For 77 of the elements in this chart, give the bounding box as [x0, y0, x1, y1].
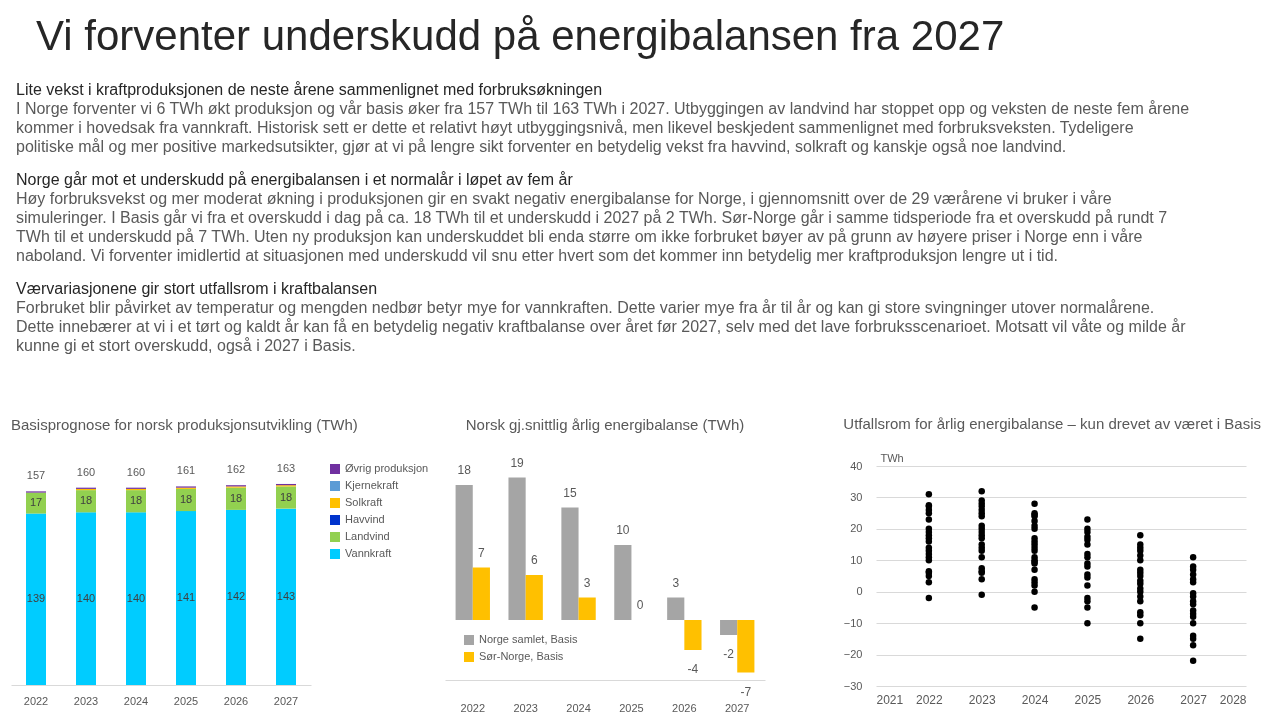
total-label: 162	[226, 463, 246, 476]
x-tick-label: 2027	[273, 694, 299, 707]
x-tick-label: 2027	[1180, 692, 1208, 707]
total-label: 163	[276, 461, 296, 474]
x-tick-label: 2026	[1127, 692, 1155, 707]
data-label: 17	[29, 496, 43, 509]
x-tick-label: 2023	[73, 694, 99, 707]
legend-label: Sør-Norge, Basis	[479, 650, 564, 662]
legend-label: Norge samlet, Basis	[479, 633, 578, 645]
data-label: 143	[276, 589, 296, 602]
data-label: 6	[530, 553, 538, 567]
x-tick-label: 2024	[566, 701, 591, 714]
total-label: 160	[76, 465, 96, 478]
data-label: -4	[687, 662, 699, 676]
y-tick-label: 30	[850, 490, 863, 503]
x-tick-label: 2026	[223, 694, 249, 707]
data-label: -2	[723, 647, 735, 661]
chart-title: Utfallsrom for årlig energibalanse – kun drevet av været i Basis	[843, 415, 1262, 432]
x-tick-label: 2022	[23, 694, 49, 707]
x-tick-label: 2023	[513, 701, 538, 714]
data-label: 10	[616, 523, 630, 537]
text: Lite vekst i kraftproduksjonen de neste årene sammenlignet med forbruksøkningen	[16, 80, 604, 99]
legend-label: Kjernekraft	[345, 479, 399, 491]
text: I Norge forventer vi 6 TWh økt produksjon og vår basis øker fra 157 TWh til 163 TWh i 2027. Utbyggingen av landvind har stoppet opp og veksten de neste fem årene kommer i hovedsak fra vannkraft. Historisk sett er dette et relativt høyt utbyggingsnivå, men likevel beskjedent sammenlignet med forbruksveksten. Tydeligere politiske mål og mer positive markedsutsikter, gjør at vi på lengre sikt forventer en betydelig vekst fra havvind, solkraft og kanskje også noe landvind.	[16, 99, 1191, 156]
data-label: 7	[478, 545, 486, 560]
total-label: 160	[126, 465, 146, 478]
y-tick-label: 40	[850, 459, 863, 472]
data-label: 3	[583, 575, 591, 590]
x-tick-label: 2021	[876, 692, 904, 707]
text: Værvariasjonene gir stort utfallsrom i kraftbalansen	[16, 279, 379, 298]
data-label: 3	[672, 575, 680, 590]
y-tick-label: −10	[843, 616, 863, 629]
x-tick-label: 2024	[1021, 692, 1049, 707]
legend-label: Solkraft	[345, 496, 383, 508]
data-label: 140	[76, 591, 96, 604]
text: Forbruket blir påvirket av temperatur og mengden nedbør betyr mye for vannkraften. Dette varier mye fra år til år og kan gi store svingninger utover normalårene. Dette innebærer at vi i et tørt og kaldt år kan få en betydelig negativ kraftbalanse over året før 2027, selv med det lave forbruksscenarioet. Motsatt vil våte og milde år kunne gi et stort overskudd, også i 2027 i Basis.	[16, 298, 1187, 355]
data-label: 18	[229, 491, 243, 504]
data-label: 141	[176, 591, 196, 604]
legend-label: Havvind	[345, 513, 385, 525]
data-label: 18	[179, 493, 193, 505]
x-tick-label: 2025	[173, 694, 199, 707]
text: Høy forbruksvekst og mer moderat økning i produksjonen gir en svakt negativ energibalanse for Norge, i gjennomsnitt over de 29 værårene vi bruker i våre simuleringer. I Basis går vi fra et overskudd i dag på ca. 18 TWh til et underskudd i 2027 på 2 TWh. Sør-Norge går i samme tidsperiode fra et overskudd på rundt 7 TWh til et underskudd på 7 TWh. Uten ny produksjon kan underskuddet bli enda større om ikke forbruket bøyer av på grunn av høyere priser i Norge enn i våre naboland. Vi forventer imidlertid at situasjonen med underskudd vil snu etter hvert som det kommer inn betydelig mer kraftproduksjon lengre ut i tid.	[16, 189, 1169, 265]
data-label: 140	[126, 591, 146, 604]
data-label: 18	[129, 494, 143, 507]
data-label: 142	[226, 590, 246, 603]
y-tick-label: −20	[843, 648, 863, 661]
y-tick-label: −30	[843, 679, 863, 692]
text: Vi forventer underskudd på energibalansen fra 2027	[36, 12, 1006, 60]
text: Norge går mot et underskudd på energibalansen i et normalår i løpet av fem år	[16, 170, 574, 189]
y-tick-label: 20	[850, 522, 863, 535]
data-label: 19	[510, 455, 525, 470]
x-tick-label: 2025	[619, 701, 644, 714]
data-label: 15	[563, 485, 577, 500]
y-tick-label: 0	[856, 585, 863, 598]
data-label: 139	[26, 592, 46, 605]
legend-label: Øvrig produksjon	[345, 462, 429, 474]
data-label: 18	[79, 494, 93, 507]
data-label: 18	[457, 463, 472, 477]
legend-label: Vannkraft	[345, 547, 392, 559]
x-tick-label: 2022	[916, 692, 944, 707]
y-axis-title: TWh	[880, 451, 904, 464]
total-label: 161	[176, 464, 196, 477]
x-tick-label: 2026	[672, 701, 697, 714]
x-tick-label: 2024	[123, 694, 149, 707]
data-label: -7	[740, 684, 752, 699]
y-tick-label: 10	[850, 553, 863, 566]
x-tick-label: 2022	[460, 701, 486, 714]
legend-label: Landvind	[345, 530, 390, 542]
chart-title: Norsk gj.snittlig årlig energibalanse (TWh)	[465, 415, 745, 433]
x-tick-label: 2025	[1074, 692, 1102, 707]
x-tick-label: 2028	[1219, 692, 1247, 707]
data-label: 0	[636, 598, 644, 612]
data-label: 18	[279, 490, 293, 503]
chart-title: Basisprognose for norsk produksjonsutvikling (TWh)	[11, 415, 358, 433]
total-label: 157	[26, 469, 46, 482]
x-tick-label: 2027	[724, 701, 750, 714]
x-tick-label: 2023	[968, 692, 996, 707]
